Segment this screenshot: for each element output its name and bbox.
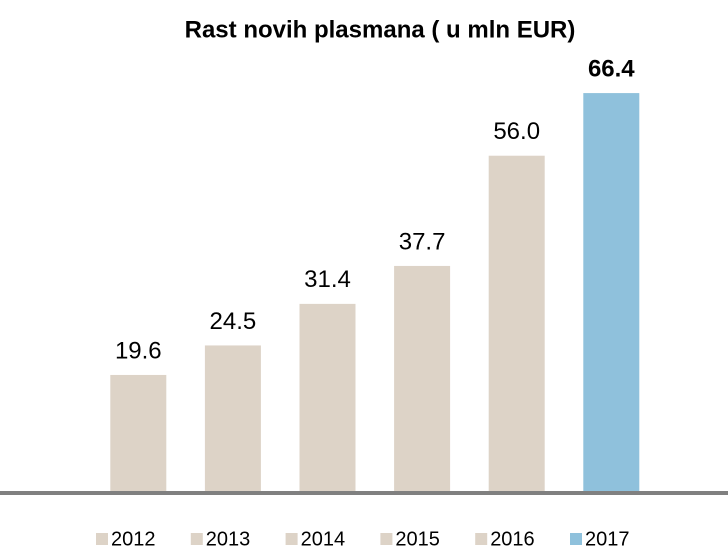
legend-label: 2013 (206, 528, 251, 549)
bar (394, 265, 451, 493)
legend-swatch (285, 533, 298, 545)
data-label: 24.5 (210, 308, 257, 335)
legend-swatch (570, 533, 582, 545)
legend-label: 2017 (585, 528, 630, 549)
bar (488, 155, 545, 493)
legend-label: 2014 (301, 528, 346, 549)
legend-swatch (96, 533, 108, 545)
legend-label: 2015 (395, 528, 440, 549)
data-label: 66.4 (588, 55, 635, 82)
bar (299, 303, 356, 493)
data-label: 31.4 (304, 266, 351, 293)
data-label: 19.6 (115, 337, 162, 364)
bar (204, 345, 261, 493)
legend-swatch (475, 533, 488, 545)
legend-swatch (190, 533, 203, 545)
bar (583, 93, 640, 494)
legend-label: 2016 (490, 528, 535, 549)
legend-label: 2012 (111, 528, 156, 549)
bar (110, 374, 167, 493)
legend-swatch (380, 533, 393, 545)
data-label: 56.0 (493, 118, 540, 145)
chart-title: Rast novih plasmana ( u mln EUR) (185, 16, 576, 43)
data-label: 37.7 (399, 228, 446, 255)
